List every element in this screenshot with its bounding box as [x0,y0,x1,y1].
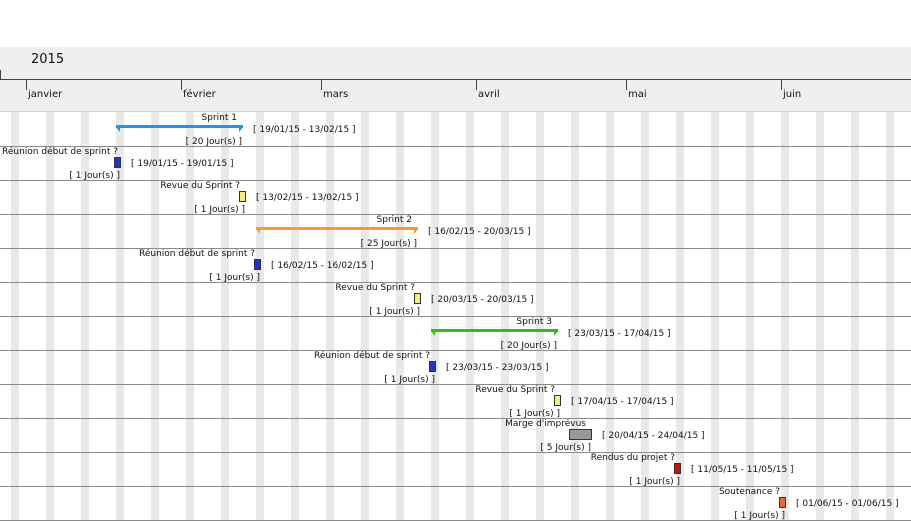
header-divider [0,111,911,112]
month-tick [626,80,627,90]
month-tick [321,80,322,90]
task-dates: [ 19/01/15 - 13/02/15 ] [253,125,356,135]
task-name: Soutenance ? [718,487,780,497]
task-duration: [ 25 Jour(s) ] [360,239,417,249]
month-tick [181,80,182,90]
sprint-cap [239,127,243,132]
row-separator [0,350,911,351]
task-dates: [ 20/03/15 - 20/03/15 ] [431,295,534,305]
task-dates: [ 23/03/15 - 17/04/15 ] [568,329,671,339]
task-bar [254,259,261,270]
task-bar [429,361,436,372]
sprint-cap [116,127,120,132]
month-label: janvier [28,89,63,100]
task-duration: [ 1 Jour(s) ] [509,409,560,419]
task-bar [674,463,681,474]
task-dates: [ 19/01/15 - 19/01/15 ] [131,159,234,169]
task-bar [414,293,421,304]
task-duration: [ 1 Jour(s) ] [734,511,785,521]
month-tick [476,80,477,90]
month-label: avril [478,89,500,100]
sprint-bar [116,125,243,132]
task-name: Réunion début de sprint ? [2,147,119,157]
month-tick [781,80,782,90]
task-name: Rendus du projet ? [590,453,675,463]
task-name: Revue du Sprint ? [160,181,240,191]
row-separator [0,248,911,249]
row-separator [0,452,911,453]
task-name: Revue du Sprint ? [475,385,555,395]
month-tick [26,80,27,90]
task-dates: [ 16/02/15 - 20/03/15 ] [428,227,531,237]
task-dates: [ 20/04/15 - 24/04/15 ] [602,431,705,441]
task-dates: [ 13/02/15 - 13/02/15 ] [256,193,359,203]
task-duration: [ 1 Jour(s) ] [384,375,435,385]
sprint-bar [256,227,418,234]
row-separator [0,214,911,215]
task-duration: [ 1 Jour(s) ] [209,273,260,283]
task-dates: [ 01/06/15 - 01/06/15 ] [796,499,899,509]
row-separator [0,146,911,147]
task-duration: [ 1 Jour(s) ] [629,477,680,487]
task-bar [569,429,592,440]
sprint-cap [554,331,558,336]
task-bar [554,395,561,406]
sprint-bar [431,329,558,336]
task-name: Réunion début de sprint ? [138,249,255,259]
year-label: 2015 [31,52,65,67]
sprint-cap [256,229,260,234]
row-separator [0,180,911,181]
task-duration: [ 20 Jour(s) ] [185,137,242,147]
task-name: Sprint 2 [376,215,412,225]
row-separator [0,316,911,317]
task-name: Sprint 1 [201,113,237,123]
task-bar [114,157,121,168]
task-bar [239,191,246,202]
task-duration: [ 1 Jour(s) ] [69,171,120,181]
task-duration: [ 20 Jour(s) ] [500,341,557,351]
row-separator [0,486,911,487]
month-label: février [183,89,216,100]
task-bar [779,497,786,508]
month-label: juin [783,89,802,100]
month-label: mai [628,89,647,100]
task-dates: [ 23/03/15 - 23/03/15 ] [446,363,549,373]
task-name: Revue du Sprint ? [335,283,415,293]
task-dates: [ 17/04/15 - 17/04/15 ] [571,397,674,407]
task-duration: [ 1 Jour(s) ] [369,307,420,317]
task-name: Réunion début de sprint ? [313,351,430,361]
header-tick [0,70,1,80]
month-label: mars [323,89,349,100]
task-duration: [ 1 Jour(s) ] [194,205,245,215]
task-dates: [ 11/05/15 - 11/05/15 ] [691,465,794,475]
row-separator [0,384,911,385]
task-dates: [ 16/02/15 - 16/02/15 ] [271,261,374,271]
timeline-axis [0,79,911,80]
sprint-cap [431,331,435,336]
sprint-cap [414,229,418,234]
row-separator [0,418,911,419]
row-separator [0,282,911,283]
task-name: Marge d'imprévus [505,419,586,429]
task-name: Sprint 3 [516,317,552,327]
task-duration: [ 5 Jour(s) ] [540,443,591,453]
